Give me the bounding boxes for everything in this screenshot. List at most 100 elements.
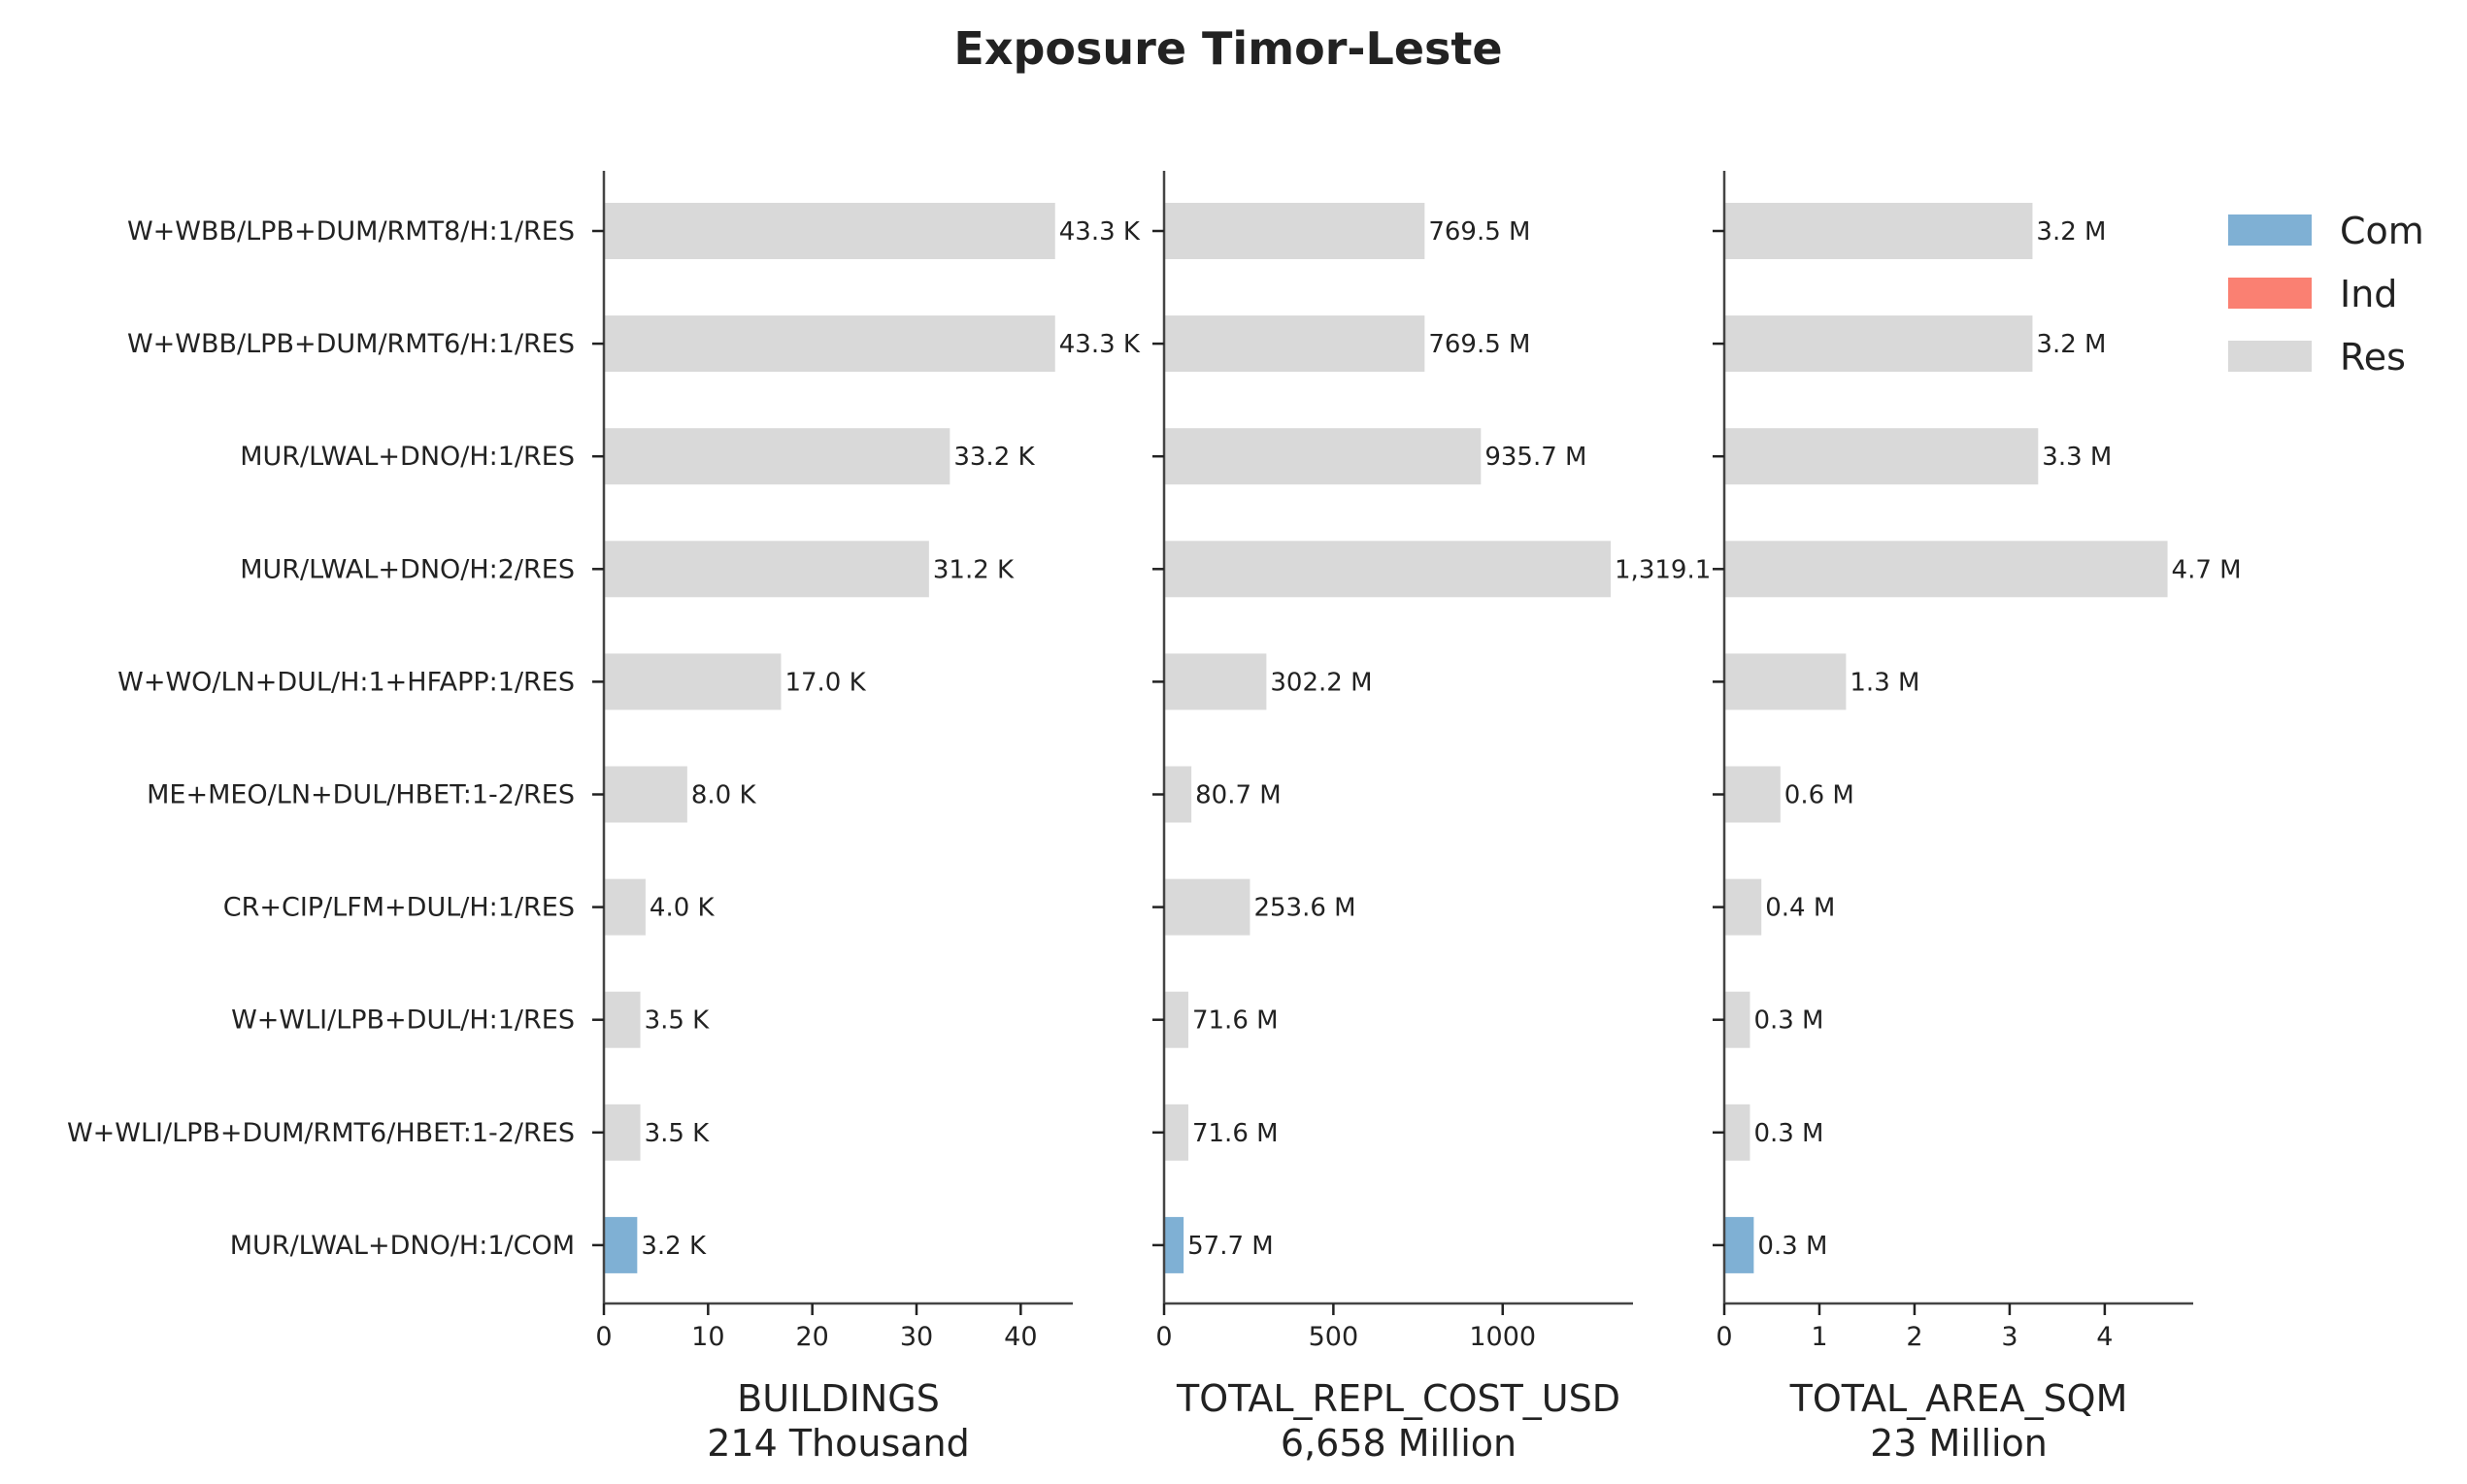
x-axis-sublabel: 23 Million <box>1870 1422 2048 1465</box>
x-tick-label: 30 <box>900 1322 933 1352</box>
data-label: 17.0 K <box>784 668 866 697</box>
data-label: 3.2 M <box>2036 330 2106 359</box>
bar <box>1724 203 2033 259</box>
legend-label: Res <box>2340 336 2406 379</box>
data-label: 4.7 M <box>2172 555 2242 584</box>
bar <box>1724 991 1750 1048</box>
panel-3: 0 1 2 3 4 3.2 M 3.2 M 3.3 M 4.7 M 1.3 M 0.6 M 0.4 M… <box>1713 171 2242 1465</box>
data-label: 3.3 M <box>2042 443 2112 472</box>
bar <box>1724 428 2039 485</box>
category-labels: W+WBB/LPB+DUM/RMT8/H:1/RES W+WBB/LPB+DUM/… <box>67 216 575 1261</box>
data-label: 935.7 M <box>1484 443 1586 472</box>
data-label: 8.0 K <box>691 781 757 810</box>
bar <box>1724 653 1847 710</box>
x-axis-label: BUILDINGS <box>737 1377 940 1420</box>
x-axis-label: TOTAL_AREA_SQM <box>1789 1377 2128 1420</box>
bar <box>604 1216 638 1273</box>
x-tick-label: 40 <box>1004 1322 1037 1352</box>
legend: Com Ind Res <box>2228 210 2424 379</box>
bar <box>1724 878 1762 936</box>
x-axis-label: TOTAL_REPL_COST_USD <box>1176 1377 1620 1420</box>
data-label: 3.2 K <box>641 1232 707 1261</box>
x-tick-label: 500 <box>1309 1322 1359 1352</box>
legend-swatch <box>2228 214 2312 246</box>
panel-1: 0 10 20 30 40 43.3 K 43.3 K 33.2 K 31.2 K 17.0 K 8… <box>592 171 1141 1465</box>
bar <box>604 1104 641 1161</box>
bar <box>604 315 1055 373</box>
bar <box>604 766 687 823</box>
panel-2: 0 500 1000 769.5 M 769.5 M 935.7 M 1,319.1 302.… <box>1152 171 1711 1465</box>
x-tick-label: 3 <box>2001 1322 2017 1352</box>
bar <box>604 203 1055 259</box>
bar <box>1724 541 2168 598</box>
x-tick-label: 10 <box>691 1322 724 1352</box>
data-label: 57.7 M <box>1187 1232 1274 1261</box>
category-label: W+WBB/LPB+DUM/RMT8/H:1/RES <box>127 216 575 247</box>
x-tick-label: 1000 <box>1469 1322 1536 1352</box>
bar <box>604 541 929 598</box>
x-tick-label: 1 <box>1811 1322 1827 1352</box>
category-label: MUR/LWAL+DNO/H:1/COM <box>230 1231 575 1261</box>
category-label: MUR/LWAL+DNO/H:1/RES <box>240 442 575 472</box>
legend-label: Com <box>2340 210 2424 252</box>
data-label: 43.3 K <box>1059 217 1141 247</box>
bar <box>1164 766 1192 823</box>
category-label: W+WLI/LPB+DUL/H:1/RES <box>231 1006 575 1036</box>
bar <box>1164 1216 1184 1273</box>
data-label: 0.3 M <box>1753 1006 1823 1036</box>
bar <box>1164 428 1482 485</box>
data-label: 33.2 K <box>953 443 1035 472</box>
category-label: W+WBB/LPB+DUM/RMT6/H:1/RES <box>127 329 575 359</box>
data-label: 71.6 M <box>1192 1119 1279 1148</box>
legend-swatch <box>2228 278 2312 309</box>
data-label: 3.2 M <box>2036 217 2106 247</box>
bar <box>604 991 641 1048</box>
bar <box>1164 878 1250 936</box>
data-label: 80.7 M <box>1195 781 1282 810</box>
bar <box>1164 541 1612 598</box>
x-tick-label: 0 <box>595 1322 612 1352</box>
data-label: 1,319.1 <box>1615 555 1711 584</box>
category-label: W+WLI/LPB+DUM/RMT6/HBET:1-2/RES <box>67 1118 575 1148</box>
bar <box>1164 1104 1188 1161</box>
category-label: MUR/LWAL+DNO/H:2/RES <box>240 554 575 584</box>
data-label: 0.6 M <box>1784 781 1854 810</box>
category-label: CR+CIP/LFM+DUL/H:1/RES <box>223 893 575 923</box>
data-label: 3.5 K <box>645 1119 711 1148</box>
category-label: ME+MEO/LN+DUL/HBET:1-2/RES <box>147 780 575 810</box>
x-tick-label: 0 <box>1155 1322 1172 1352</box>
data-label: 769.5 M <box>1428 217 1530 247</box>
x-axis-sublabel: 214 Thousand <box>707 1422 970 1465</box>
bar <box>1164 653 1267 710</box>
bar <box>604 653 782 710</box>
bar <box>1724 1104 1750 1161</box>
data-label: 31.2 K <box>933 555 1015 584</box>
bar <box>1164 315 1425 373</box>
bar <box>1724 1216 1754 1273</box>
x-tick-label: 0 <box>1716 1322 1732 1352</box>
data-label: 0.3 M <box>1757 1232 1827 1261</box>
chart-title: Exposure Timor-Leste <box>953 22 1502 75</box>
data-label: 71.6 M <box>1192 1006 1279 1036</box>
data-label: 4.0 K <box>650 894 716 923</box>
data-label: 3.5 K <box>645 1006 711 1036</box>
data-label: 43.3 K <box>1059 330 1141 359</box>
data-label: 769.5 M <box>1428 330 1530 359</box>
x-tick-label: 4 <box>2096 1322 2113 1352</box>
x-axis-sublabel: 6,658 Million <box>1281 1422 1517 1465</box>
data-label: 0.4 M <box>1765 894 1835 923</box>
bar <box>604 878 646 936</box>
legend-swatch <box>2228 341 2312 372</box>
bar <box>1724 315 2033 373</box>
bar <box>604 428 950 485</box>
bar <box>1164 991 1188 1048</box>
bar <box>1164 203 1425 259</box>
x-tick-label: 20 <box>795 1322 828 1352</box>
data-label: 253.6 M <box>1253 894 1355 923</box>
category-label: W+WO/LN+DUL/H:1+HFAPP:1/RES <box>117 667 575 697</box>
data-label: 0.3 M <box>1753 1119 1823 1148</box>
data-label: 302.2 M <box>1270 668 1372 697</box>
x-tick-label: 2 <box>1906 1322 1922 1352</box>
